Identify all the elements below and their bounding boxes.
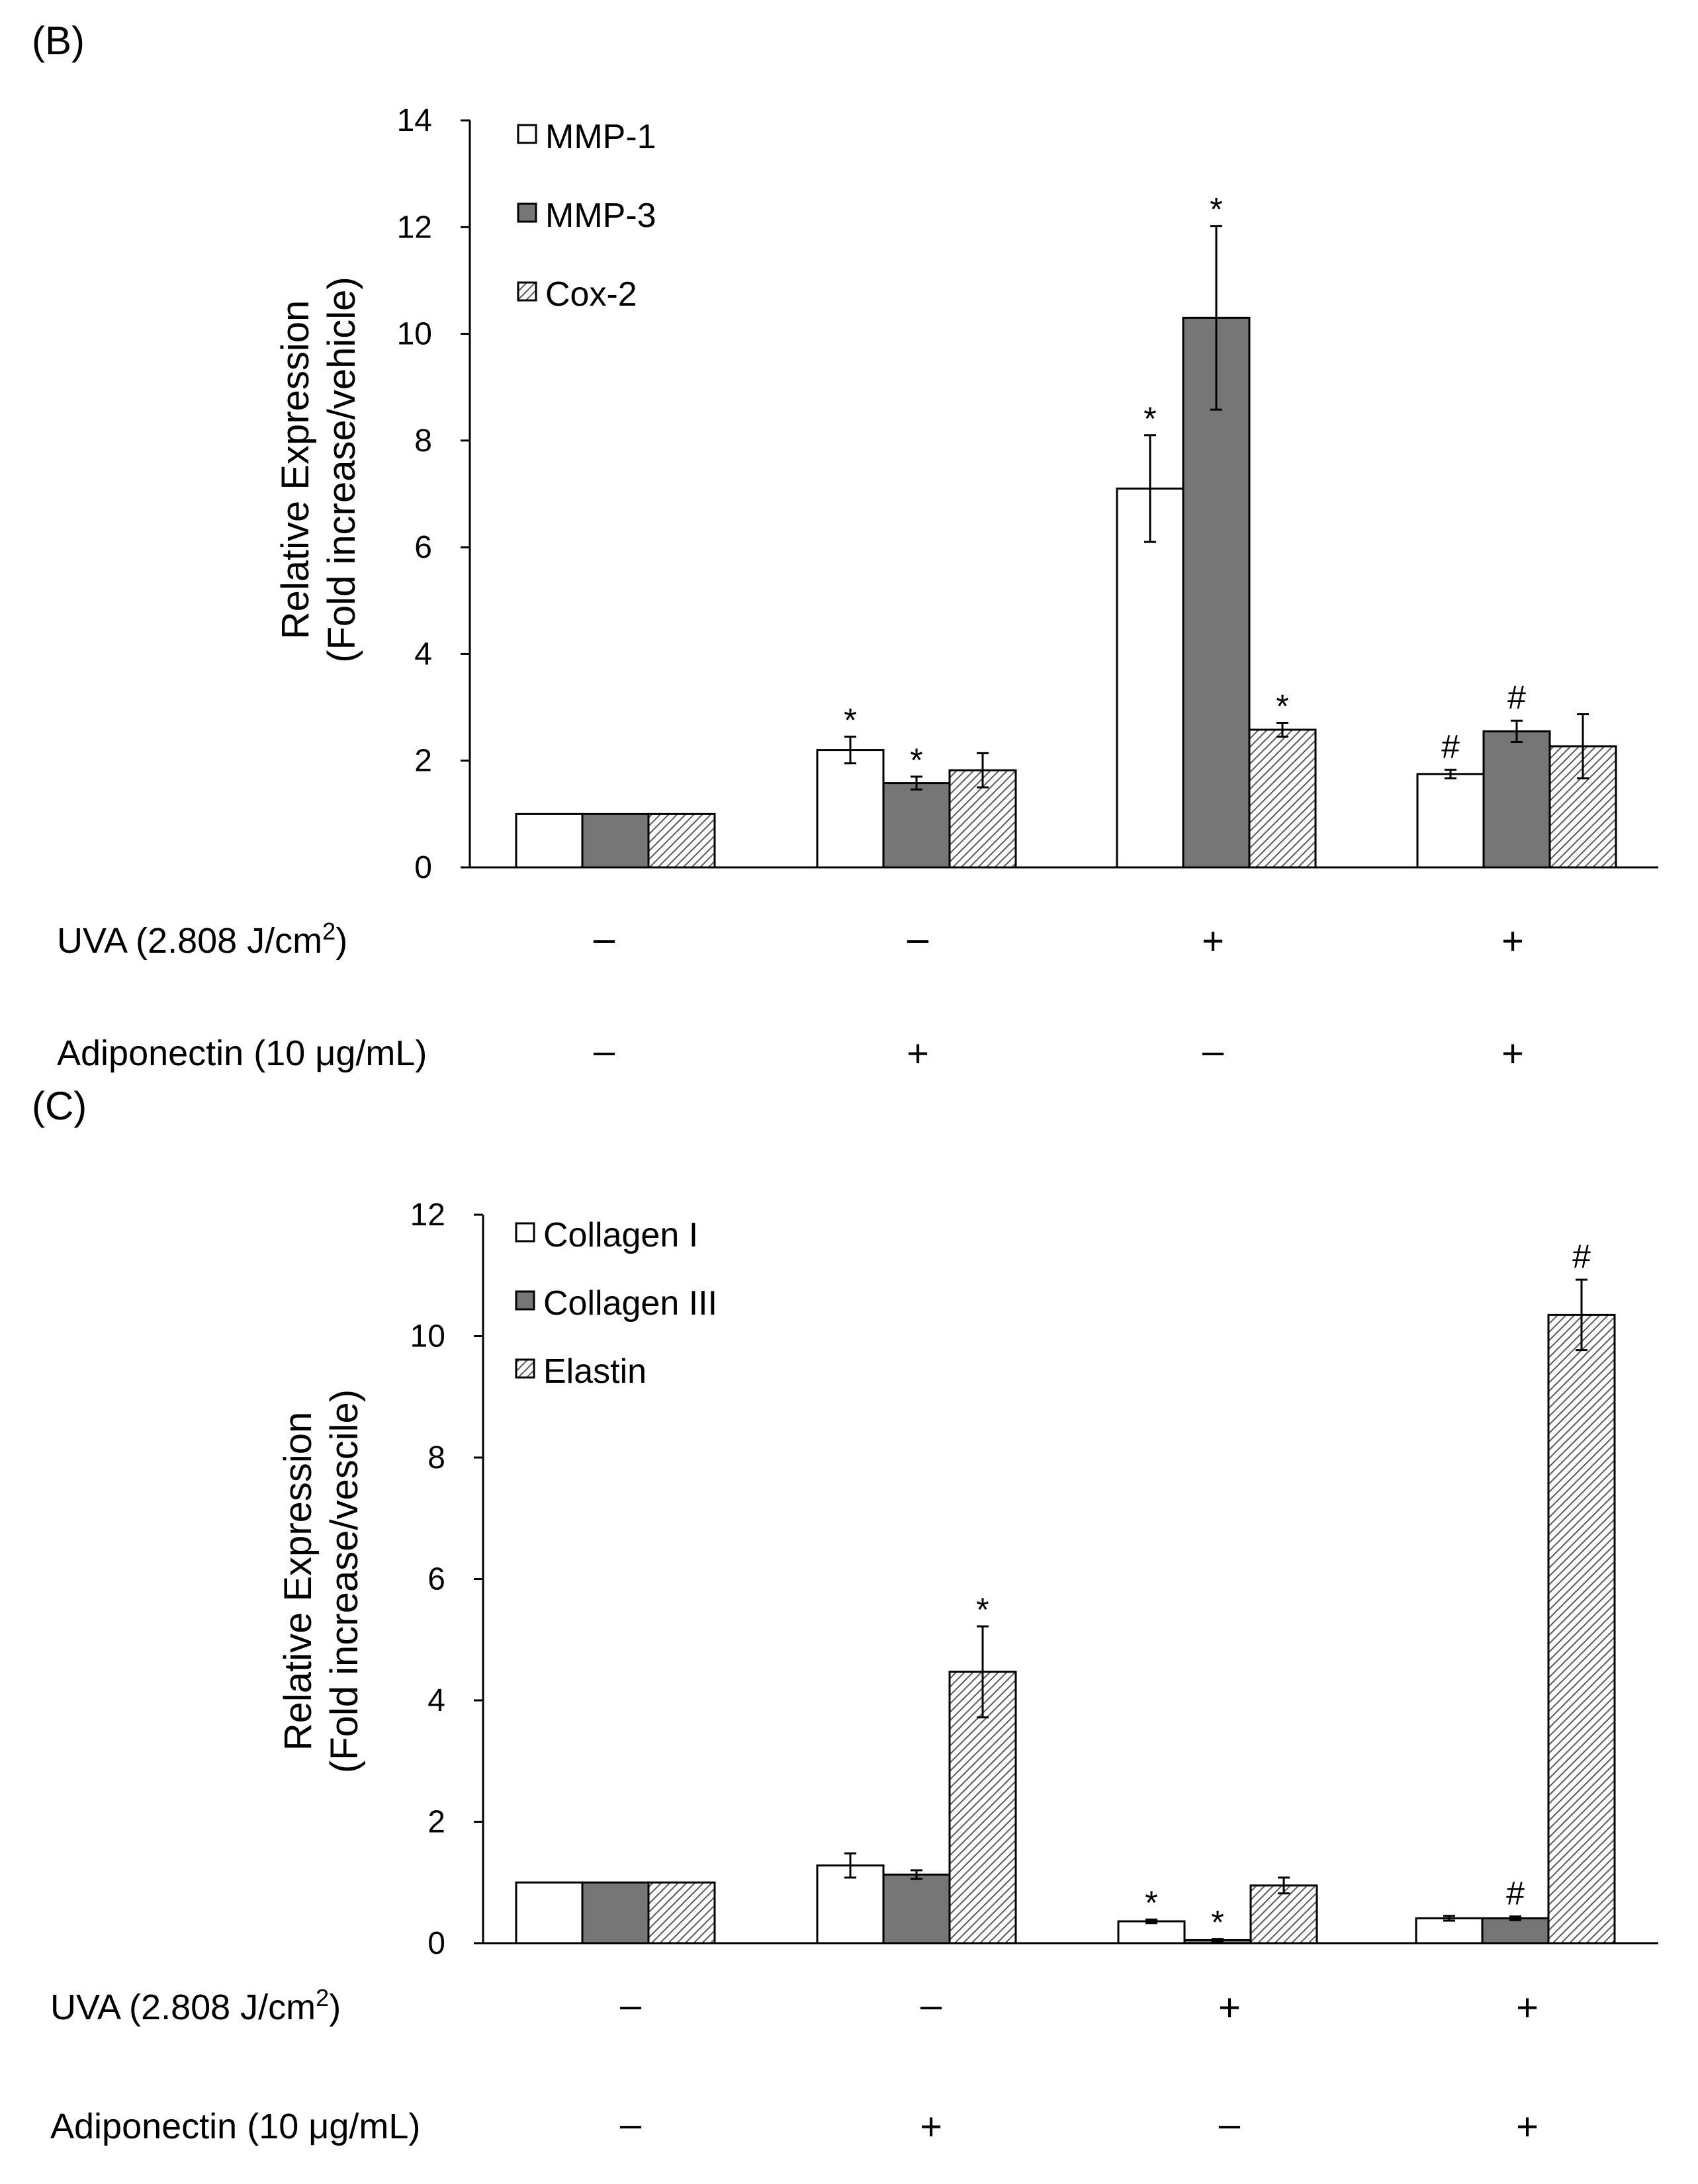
condition-label-text: Adiponectin (10 μg/mL)	[50, 2107, 420, 2146]
bar-mmp-3	[882, 782, 951, 869]
legend-label: MMP-1	[545, 118, 656, 156]
y-tick-label: 4	[414, 636, 432, 672]
y-axis-label: Relative Expression(Fold increase/vescil…	[277, 1389, 366, 1773]
bar-collagen-iii	[581, 1881, 650, 1944]
plus-sign: +	[907, 1032, 929, 1075]
bar-elastin	[1547, 1313, 1616, 1944]
minus-sign: –	[1219, 2103, 1241, 2146]
bar-mmp-1	[515, 812, 584, 869]
bar-collagen-i	[515, 1881, 584, 1944]
plus-sign: +	[1516, 2105, 1539, 2148]
bar-collagen-iii	[1481, 1917, 1550, 1944]
legend-label: Collagen III	[543, 1284, 717, 1323]
y-tick-label: 12	[397, 210, 432, 245]
bar-collagen-i	[1117, 1920, 1186, 1944]
significance-hash: #	[1506, 1875, 1525, 1912]
condition-label-sup: 2	[322, 918, 335, 945]
condition-label: UVA (2.808 J/cm2)	[50, 1984, 341, 2027]
significance-star: *	[976, 1591, 989, 1628]
condition-label: Adiponectin (10 μg/mL)	[57, 1033, 427, 1073]
plus-sign: +	[1501, 1032, 1524, 1075]
legend-label: Collagen I	[543, 1216, 698, 1254]
bar-collagen-i	[1415, 1917, 1484, 1944]
condition-label-suffix: )	[329, 1987, 341, 2027]
significance-star: *	[910, 742, 922, 779]
condition-label-text: UVA (2.808 J/cm	[50, 1987, 316, 2027]
significance-hash: #	[1441, 728, 1460, 765]
minus-sign: –	[620, 1984, 642, 2027]
y-tick-label: 4	[427, 1683, 445, 1718]
bar-mmp-3	[581, 812, 650, 869]
plus-sign: +	[1501, 920, 1524, 963]
bar-cox-2	[647, 812, 716, 869]
condition-label: UVA (2.808 J/cm2)	[57, 918, 347, 961]
condition-label-suffix: )	[335, 921, 347, 961]
y-tick-label: 0	[427, 1926, 445, 1961]
panel-b: (B) Relative Expression(Fold increase/veh…	[32, 19, 1658, 1075]
significance-star: *	[1145, 1884, 1157, 1921]
significance-star: *	[844, 701, 856, 738]
bar-mmp-1	[1416, 773, 1485, 869]
y-tick-label: 10	[410, 1319, 445, 1354]
condition-label-sup: 2	[316, 1984, 329, 2011]
legend-swatch	[515, 1358, 535, 1379]
condition-label: Adiponectin (10 μg/mL)	[50, 2107, 420, 2146]
significance-star: *	[1276, 687, 1288, 724]
legend-swatch	[517, 202, 537, 223]
bar-mmp-1	[816, 749, 885, 869]
y-axis-label-line1: Relative Expression	[274, 300, 317, 640]
condition-label-text: UVA (2.808 J/cm	[57, 921, 322, 961]
legend-swatch	[515, 1290, 535, 1311]
y-tick-label: 2	[414, 744, 432, 779]
minus-sign: –	[620, 2103, 642, 2146]
legend-swatch	[515, 1222, 535, 1243]
y-tick-label: 2	[427, 1805, 445, 1840]
plus-sign: +	[1202, 920, 1224, 963]
bar-cox-2	[1248, 728, 1317, 869]
plus-sign: +	[1516, 1986, 1539, 2029]
y-axis-label-line2: (Fold increase/vescile)	[323, 1389, 366, 1773]
panel-label: (C)	[32, 1084, 87, 1128]
legend-label: Elastin	[543, 1352, 647, 1391]
minus-sign: –	[920, 1984, 942, 2027]
y-tick-label: 6	[414, 530, 432, 565]
y-tick-label: 8	[414, 423, 432, 459]
legend-label: Cox-2	[545, 275, 637, 314]
minus-sign: –	[594, 1029, 615, 1072]
minus-sign: –	[1202, 1029, 1224, 1072]
legend-swatch	[517, 281, 537, 302]
bar-elastin	[1249, 1884, 1318, 1944]
bar-mmp-1	[1116, 487, 1184, 869]
y-tick-label: 8	[427, 1440, 445, 1475]
y-tick-label: 0	[414, 850, 432, 885]
minus-sign: –	[907, 917, 929, 960]
significance-star: *	[1210, 191, 1222, 228]
plus-sign: +	[1218, 1986, 1241, 2029]
y-tick-label: 12	[410, 1198, 445, 1233]
minus-sign: –	[594, 917, 615, 960]
y-tick-label: 14	[397, 103, 432, 138]
y-axis-label-line1: Relative Expression	[277, 1412, 320, 1751]
bar-collagen-iii	[882, 1873, 951, 1944]
y-tick-label: 10	[397, 317, 432, 352]
bar-mmp-3	[1482, 730, 1551, 869]
panel-label: (B)	[32, 19, 85, 63]
y-axis-label-line2: (Fold increase/vehicle)	[320, 277, 363, 662]
condition-label-text: Adiponectin (10 μg/mL)	[57, 1033, 427, 1073]
significance-hash: #	[1572, 1238, 1591, 1275]
panel-c: (C) Relative Expression(Fold increase/ves…	[32, 1084, 1658, 2148]
significance-star: *	[1143, 400, 1156, 437]
plus-sign: +	[920, 2105, 942, 2148]
legend-label: MMP-3	[545, 197, 656, 235]
y-axis-label: Relative Expression(Fold increase/vehicl…	[274, 277, 363, 662]
y-tick-label: 6	[427, 1562, 445, 1597]
bar-elastin	[647, 1881, 716, 1944]
legend-swatch	[517, 124, 537, 144]
significance-hash: #	[1507, 679, 1526, 716]
significance-star: *	[1211, 1904, 1224, 1941]
